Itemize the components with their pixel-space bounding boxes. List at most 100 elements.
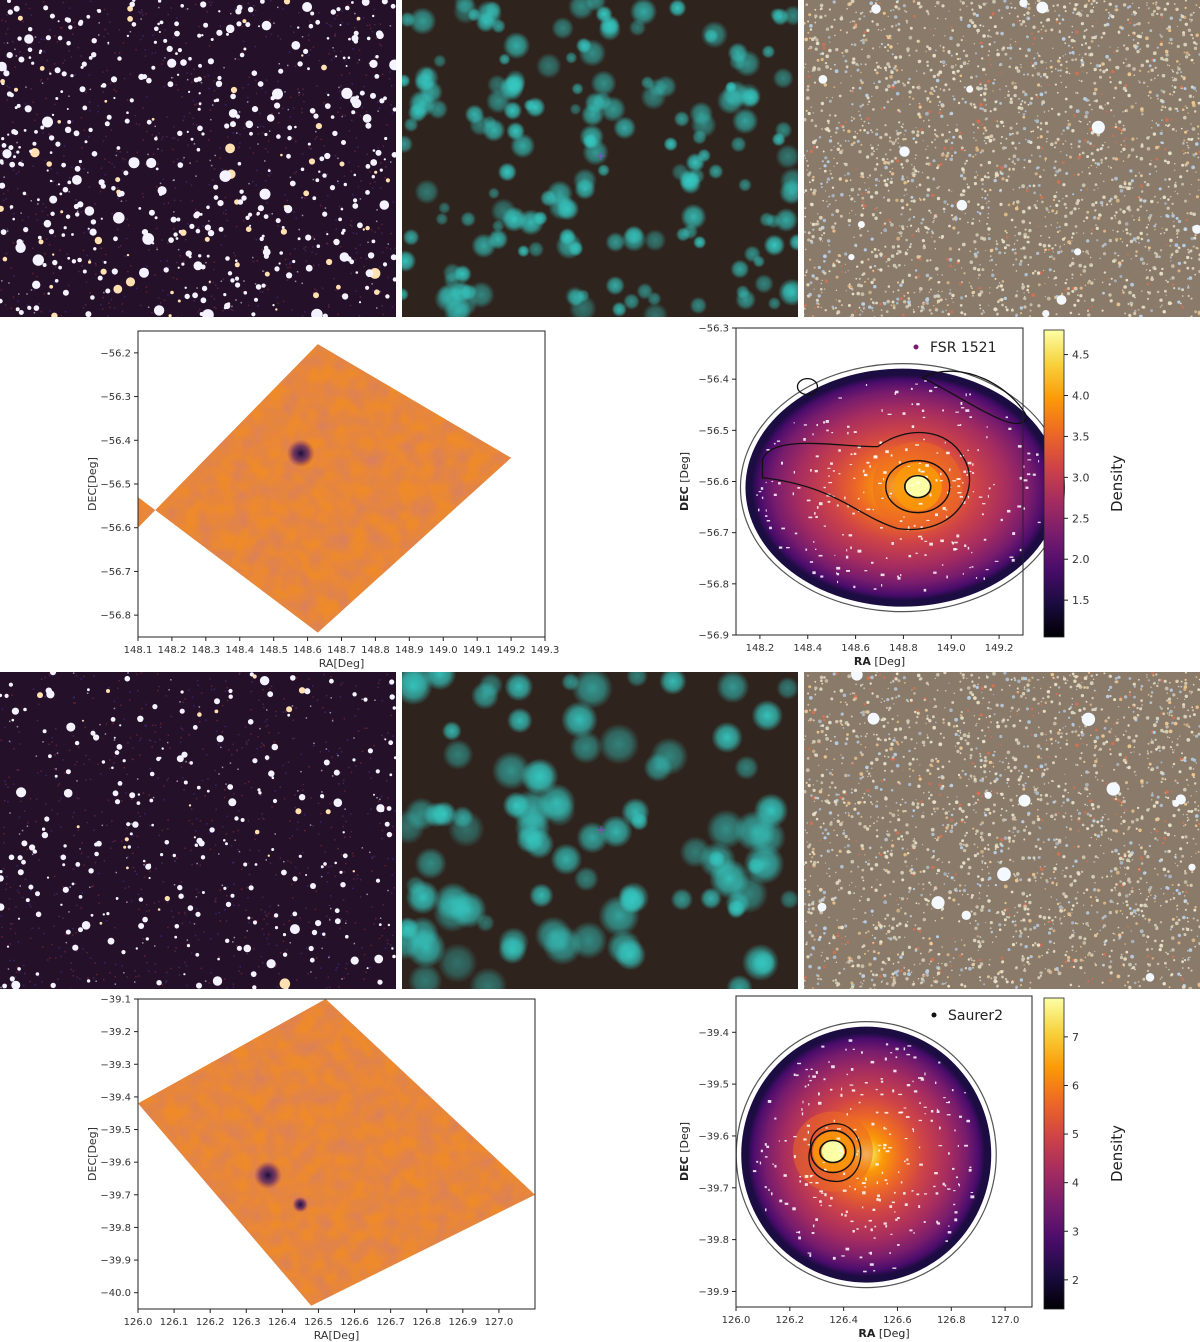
star [1190, 21, 1192, 23]
star [1124, 222, 1129, 226]
empty-pixel [834, 554, 836, 556]
star [365, 164, 371, 169]
contour-line [921, 370, 1029, 425]
star [966, 183, 968, 185]
star [808, 171, 812, 175]
star [1086, 14, 1089, 18]
star [845, 31, 848, 34]
star [467, 281, 495, 309]
noise-pixel [247, 862, 249, 865]
star [892, 304, 896, 308]
star [126, 253, 130, 257]
star [324, 152, 331, 160]
noise-pixel [351, 119, 353, 122]
star [902, 82, 904, 84]
star [979, 304, 981, 307]
star [1197, 312, 1200, 316]
star [929, 276, 932, 280]
star [1121, 259, 1124, 262]
star [912, 14, 916, 18]
star [1027, 159, 1032, 163]
empty-pixel [962, 572, 964, 575]
noise-pixel [98, 22, 100, 24]
star [239, 52, 245, 58]
star [929, 259, 932, 262]
star [1016, 205, 1019, 207]
star [230, 121, 236, 128]
star [961, 210, 963, 212]
star [979, 307, 982, 310]
noise-pixel [98, 34, 100, 36]
noise-pixel [289, 176, 292, 179]
star [884, 153, 887, 156]
star [870, 152, 874, 156]
star [926, 156, 929, 160]
star [48, 135, 55, 141]
star [877, 144, 879, 146]
noise-pixel [361, 698, 363, 700]
noise-pixel [88, 186, 91, 188]
star [990, 258, 994, 262]
noise-pixel [371, 857, 374, 859]
star [193, 261, 203, 271]
star [1147, 7, 1150, 10]
star [850, 75, 852, 77]
star [1189, 211, 1193, 215]
noise-pixel [148, 794, 150, 796]
star [872, 278, 876, 282]
star [987, 216, 989, 219]
star [1108, 283, 1111, 286]
star [928, 47, 932, 51]
star [1033, 15, 1035, 17]
star [896, 297, 900, 301]
star [7, 133, 10, 136]
star [1061, 133, 1063, 135]
empty-pixel [827, 467, 831, 469]
star [1076, 299, 1080, 303]
star [959, 57, 962, 60]
star [1036, 95, 1039, 99]
star [866, 116, 870, 121]
star [907, 249, 909, 251]
star [826, 177, 831, 181]
noise-pixel [217, 933, 219, 935]
star [343, 182, 347, 187]
noise-pixel [298, 94, 300, 97]
noise-pixel [334, 154, 337, 157]
star [1124, 312, 1127, 315]
star [948, 138, 950, 140]
star [1013, 85, 1018, 90]
noise-pixel [247, 96, 249, 99]
star [91, 52, 97, 58]
noise-pixel [72, 928, 74, 930]
star [1124, 155, 1126, 157]
star [1054, 213, 1056, 215]
star [689, 296, 708, 315]
noise-pixel [330, 907, 332, 910]
star [939, 60, 942, 63]
star [1162, 90, 1166, 94]
star [1030, 97, 1034, 100]
star [894, 55, 898, 60]
noise-pixel [64, 311, 67, 313]
noise-pixel [12, 169, 15, 171]
star [936, 196, 941, 201]
star [884, 46, 887, 49]
star [848, 254, 855, 261]
contour-line [761, 431, 971, 531]
noise-pixel [12, 121, 14, 123]
empty-pixel [872, 508, 874, 511]
noise-pixel [177, 139, 179, 141]
star [1127, 72, 1132, 77]
star [1071, 147, 1073, 149]
noise-pixel [83, 675, 85, 678]
star [884, 165, 888, 170]
empty-pixel [1025, 486, 1029, 489]
star [861, 175, 865, 179]
star [954, 201, 958, 204]
noise-pixel [21, 159, 23, 162]
star [886, 299, 891, 304]
star [57, 183, 61, 186]
star [1178, 98, 1182, 102]
noise-pixel [142, 107, 144, 109]
